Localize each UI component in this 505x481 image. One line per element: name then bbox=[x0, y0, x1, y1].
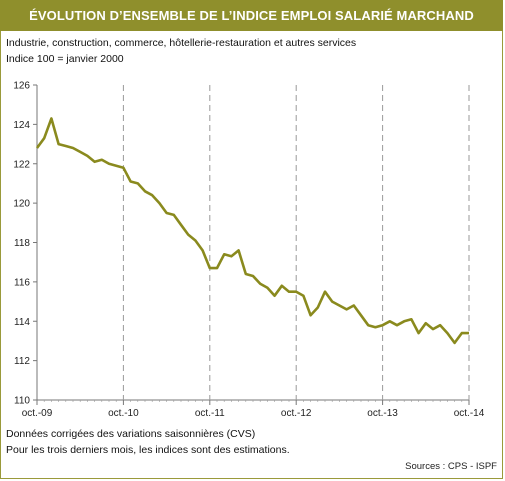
line-chart: 110 112 114 116 118 120 122 124 126 oct.-09 oct.-1… bbox=[13, 81, 485, 420]
note-cvs: Données corrigées des variations saisonn… bbox=[6, 428, 256, 440]
y-tick-label-110: 110 bbox=[14, 396, 30, 407]
y-tick-label-122: 122 bbox=[13, 159, 30, 170]
x-tick-label-oct.-13: oct.-13 bbox=[367, 408, 398, 419]
y-tick-label-118: 118 bbox=[14, 238, 30, 249]
chart-title: ÉVOLUTION D’ENSEMBLE DE L’INDICE EMPLOI … bbox=[0, 0, 503, 31]
y-tick-label-112: 112 bbox=[14, 356, 30, 367]
x-tick-label-oct.-10: oct.-10 bbox=[108, 408, 139, 419]
series-line bbox=[35, 117, 469, 345]
chart-subtitle-base: Indice 100 = janvier 2000 bbox=[6, 53, 124, 65]
x-tick-label-oct.-14: oct.-14 bbox=[454, 408, 485, 419]
x-tick-label-oct.-11: oct.-11 bbox=[195, 408, 225, 419]
chart-subtitle-scope: Industrie, construction, commerce, hôtel… bbox=[6, 37, 357, 49]
x-tick-label-oct.-12: oct.-12 bbox=[281, 408, 312, 419]
y-tick-label-116: 116 bbox=[14, 277, 30, 288]
y-tick-label-114: 114 bbox=[14, 317, 30, 328]
source-credit: Sources : CPS - ISPF bbox=[405, 461, 497, 472]
x-tick-label-oct.-09: oct.-09 bbox=[22, 408, 53, 419]
note-estimates: Pour les trois derniers mois, les indice… bbox=[6, 444, 290, 456]
y-tick-label-120: 120 bbox=[13, 199, 30, 210]
y-tick-label-124: 124 bbox=[13, 120, 30, 131]
y-tick-label-126: 126 bbox=[13, 81, 30, 92]
